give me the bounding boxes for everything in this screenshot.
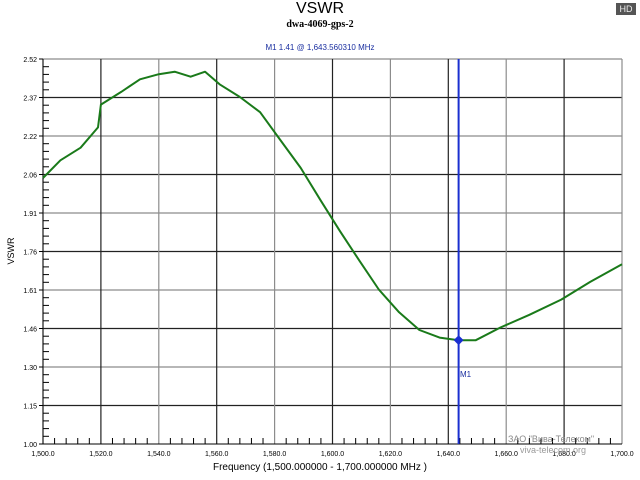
chart-title: VSWR xyxy=(296,0,344,17)
y-tick-label: 2.22 xyxy=(23,134,37,141)
x-tick-label: 1,620.0 xyxy=(379,451,402,458)
marker-diamond-icon[interactable] xyxy=(453,335,464,346)
tick-labels: 2.52 2.37 2.22 2.06 1.91 1.76 1.61 1.46 1.30 1.15… xyxy=(23,57,633,458)
y-tick-label: 1.30 xyxy=(23,365,37,372)
y-axis-label: VSWR xyxy=(6,237,16,265)
y-tick-label: 1.61 xyxy=(23,288,37,295)
y-tick-label: 1.91 xyxy=(23,211,37,218)
y-tick-label: 1.00 xyxy=(23,442,37,449)
x-tick-label: 1,520.0 xyxy=(89,451,112,458)
y-tick-label: 2.06 xyxy=(23,173,37,180)
x-tick-label: 1,580.0 xyxy=(263,451,286,458)
vswr-trace xyxy=(42,70,623,342)
x-axis-label: Frequency (1,500.000000 - 1,700.000000 M… xyxy=(212,462,428,473)
watermark-company: ЗАО "Вива-Телеком" xyxy=(508,434,595,444)
x-tick-label: 1,660.0 xyxy=(495,451,518,458)
x-tick-label: 1,540.0 xyxy=(147,451,170,458)
x-tick-label: 1,640.0 xyxy=(437,451,460,458)
y-tick-label: 1.15 xyxy=(23,404,37,411)
marker-readout: M1 1.41 @ 1,643.560310 MHz xyxy=(265,43,375,52)
x-tick-label: 1,500.0 xyxy=(31,451,54,458)
x-tick-label: 1,680.0 xyxy=(552,451,575,458)
marker-label-m1: M1 xyxy=(460,370,472,379)
x-tick-label: 1,560.0 xyxy=(205,451,228,458)
axis-ticks xyxy=(39,58,622,445)
y-tick-label: 1.46 xyxy=(23,327,37,334)
y-tick-label: 2.52 xyxy=(23,57,37,64)
chart-subtitle: dwa-4069-gps-2 xyxy=(286,19,354,30)
y-tick-label: 2.37 xyxy=(23,96,37,103)
watermark-url: viva-telecom.org xyxy=(520,445,587,455)
grid-lines xyxy=(42,58,623,444)
hd-badge: HD xyxy=(616,3,636,15)
y-tick-label: 1.76 xyxy=(23,250,37,257)
x-tick-label: 1,600.0 xyxy=(321,451,344,458)
x-tick-label: 1,700.0 xyxy=(610,451,633,458)
